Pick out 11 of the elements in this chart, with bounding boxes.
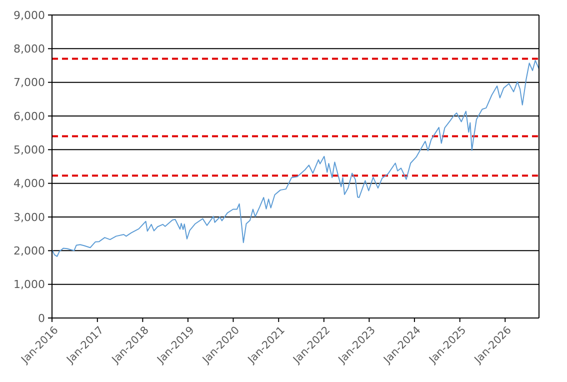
y-tick-label: 8,000 bbox=[14, 42, 45, 56]
y-tick-label: 0 bbox=[38, 312, 45, 325]
y-tick-label: 4,000 bbox=[14, 177, 45, 190]
y-tick-label: 9,000 bbox=[14, 8, 45, 22]
y-tick-label: 2,000 bbox=[14, 244, 45, 258]
line-series bbox=[52, 60, 540, 257]
y-tick-label: 7,000 bbox=[14, 76, 45, 90]
y-tick-label: 5,000 bbox=[14, 144, 45, 157]
y-tick-label: 1,000 bbox=[14, 278, 45, 292]
y-tick-label: 6,000 bbox=[14, 110, 45, 123]
y-tick-label: 3,000 bbox=[14, 210, 45, 224]
